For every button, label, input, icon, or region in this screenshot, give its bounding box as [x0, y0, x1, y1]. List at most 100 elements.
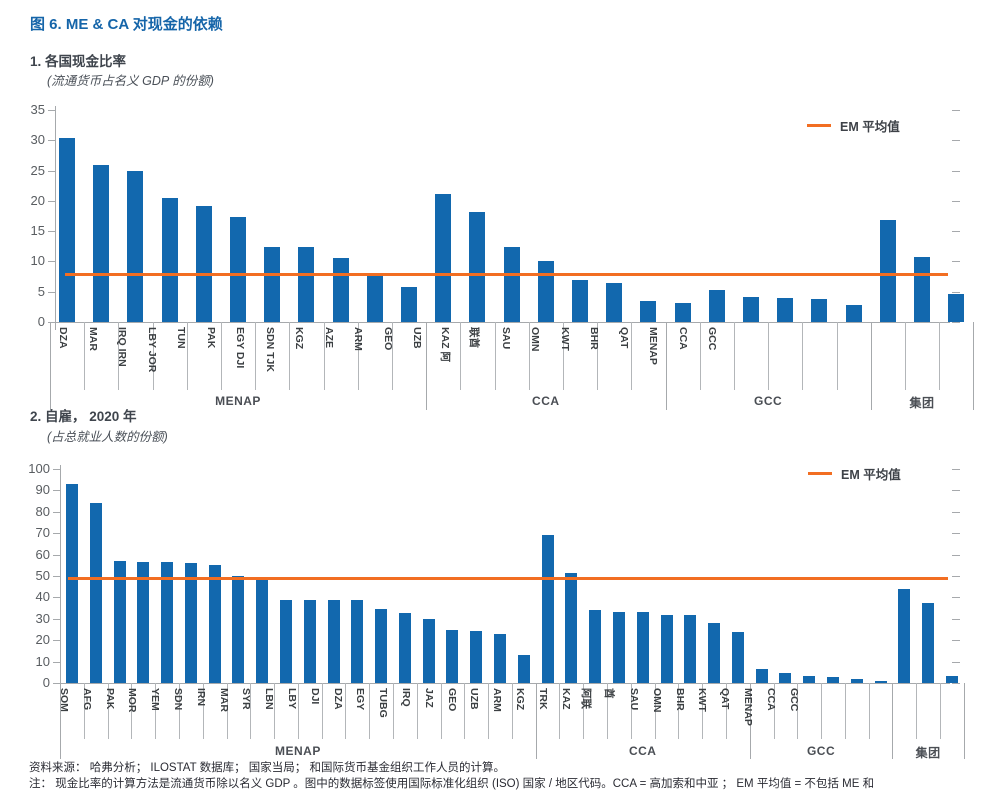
x-tick-label: AZE: [322, 327, 335, 348]
right-y-tick: [952, 554, 960, 556]
category-tick: [725, 683, 727, 739]
figure-note: 注： 现金比率的计算方法是流通货币除以名义 GDP 。图中的数据标签使用国际标准…: [29, 778, 875, 790]
bar: [161, 562, 174, 683]
em-average-legend-label: EM 平均值: [841, 468, 901, 482]
y-tick: [53, 661, 60, 663]
y-tick: [48, 291, 55, 293]
category-tick: [202, 683, 204, 739]
em-average-line: [68, 577, 948, 581]
bar: [195, 206, 212, 322]
y-axis: [55, 106, 56, 330]
y-tick-label: 25: [30, 162, 45, 178]
category-tick: [323, 322, 325, 390]
group-label: MENAP: [274, 744, 321, 758]
category-tick: [220, 322, 222, 390]
category-tick: [84, 322, 86, 390]
bar: [948, 294, 965, 322]
category-tick: [357, 322, 359, 390]
group-separator: [60, 683, 62, 759]
panel1-subtitle: (流通货币占名义 GDP 的份额): [47, 74, 214, 88]
x-tick-label: SDN: [172, 688, 184, 711]
category-tick: [186, 322, 188, 390]
group-separator: [973, 322, 975, 410]
group-label: GCC: [806, 744, 836, 758]
category-tick: [255, 322, 257, 390]
bar: [230, 217, 246, 322]
category-tick: [226, 683, 228, 739]
bar: [89, 503, 102, 683]
group-separator: [426, 322, 428, 410]
right-y-tick: [952, 661, 960, 663]
y-tick: [48, 231, 55, 233]
y-tick: [48, 110, 55, 111]
category-tick: [631, 322, 633, 390]
category-tick: [749, 683, 751, 739]
y-tick-label: 70: [35, 525, 50, 541]
bar: [494, 634, 507, 683]
bar: [327, 599, 340, 683]
bar: [517, 654, 530, 683]
x-tick-label: QAT: [719, 688, 732, 710]
y-tick-label: 10: [30, 253, 45, 269]
bar: [541, 535, 554, 683]
group-label: GCC: [754, 394, 783, 408]
x-tick-label: MOR: [126, 688, 139, 713]
right-y-tick: [952, 576, 960, 577]
group-label: CCA: [532, 394, 560, 408]
bar: [708, 623, 721, 683]
category-tick: [559, 683, 561, 739]
x-tick-label: DZA: [331, 688, 344, 710]
category-tick: [904, 322, 906, 390]
x-tick-label: IRN: [194, 688, 207, 707]
y-tick: [53, 469, 60, 470]
x-tick-label: EGY: [354, 688, 367, 711]
x-tick-label: SYR: [240, 688, 253, 710]
bar: [137, 562, 150, 683]
x-tick-label: LBY JOR: [145, 327, 158, 373]
bar: [684, 615, 697, 683]
category-tick: [250, 683, 252, 739]
right-y-tick: [952, 640, 960, 642]
category-tick: [821, 683, 823, 739]
right-y-tick: [952, 511, 960, 513]
panel1-legend: EM 平均值: [807, 116, 900, 135]
x-tick-label: OMN: [650, 688, 663, 713]
y-tick-label: 40: [35, 589, 50, 605]
category-tick: [511, 683, 513, 739]
bar: [537, 261, 554, 322]
bar: [232, 576, 245, 683]
category-tick: [494, 322, 496, 390]
figure-title: 图 6. ME & CA 对现金的依赖: [30, 16, 223, 33]
category-tick: [83, 683, 85, 739]
x-tick-label: SAU: [499, 327, 512, 350]
category-tick: [131, 683, 133, 739]
category-tick: [107, 683, 109, 739]
panel2-subtitle: (占总就业人数的份额): [47, 430, 168, 444]
y-tick: [48, 322, 55, 323]
y-tick: [48, 261, 55, 263]
bar: [755, 669, 768, 683]
bar: [332, 258, 349, 322]
bar: [898, 588, 911, 683]
bar: [640, 301, 657, 322]
category-tick: [321, 683, 323, 739]
x-axis: [60, 683, 950, 684]
right-y-tick: [952, 597, 960, 599]
y-tick-label: 10: [35, 653, 50, 669]
x-tick-label: OMN: [529, 327, 541, 352]
x-tick-label: KWT: [696, 688, 709, 712]
x-tick-label: MENAP: [647, 327, 659, 365]
category-tick: [802, 322, 804, 390]
category-tick: [49, 322, 51, 390]
group-separator: [870, 322, 872, 410]
bar: [127, 170, 144, 322]
bar: [66, 483, 78, 683]
bar: [303, 599, 316, 683]
x-tick-label: LBY: [286, 688, 298, 709]
panel2-heading: 2. 自雇， 2020 年: [30, 409, 137, 424]
bar: [264, 246, 281, 322]
bar: [401, 286, 417, 322]
group-label: 集团: [915, 746, 941, 760]
bar: [914, 256, 930, 322]
bar: [503, 246, 520, 322]
